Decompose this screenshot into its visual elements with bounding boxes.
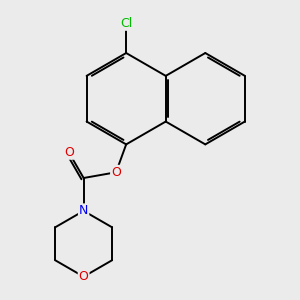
Text: O: O bbox=[79, 270, 88, 283]
Text: N: N bbox=[79, 204, 88, 218]
Text: Cl: Cl bbox=[120, 17, 132, 30]
Text: O: O bbox=[111, 166, 121, 179]
Text: O: O bbox=[64, 146, 74, 159]
